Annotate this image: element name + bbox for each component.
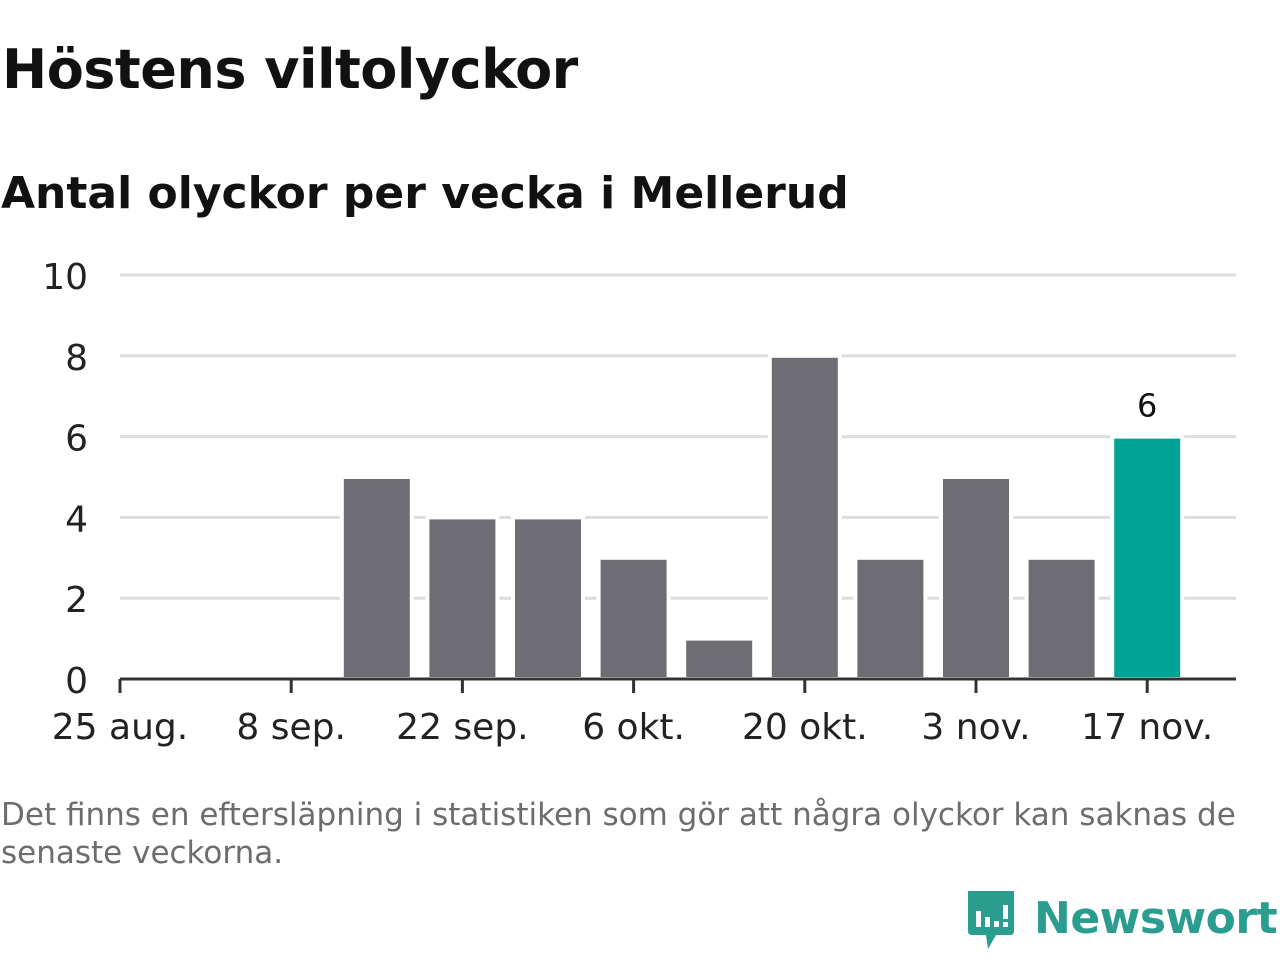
data-label: 6	[1137, 387, 1157, 425]
y-tick-label: 6	[65, 419, 88, 460]
chart-subtitle: Antal olyckor per vecka i Mellerud	[1, 168, 849, 219]
bars	[339, 353, 1185, 682]
chart-title: Höstens viltolyckor	[2, 38, 578, 101]
newsworthy-logo-icon	[968, 891, 1014, 949]
x-tick-label: 20 okt.	[742, 707, 868, 748]
bar-17-nov	[1110, 434, 1185, 681]
y-tick-label: 4	[65, 499, 88, 540]
newsworthy-logo: Newsworthy	[966, 886, 1280, 952]
y-tick-label: 0	[65, 661, 88, 702]
footnote: Det finns en eftersläpning i statistiken…	[1, 797, 1236, 871]
newsworthy-logo-text: Newsworthy	[1034, 893, 1280, 944]
bar-29-sep	[511, 515, 585, 682]
y-tick-label: 2	[65, 580, 88, 621]
bar-13-okt	[682, 636, 757, 681]
bar-27-okt	[853, 555, 928, 681]
x-axis: 25 aug. 8 sep. 22 sep. 6 okt. 20 okt. 3 nov. 1…	[52, 677, 1236, 748]
y-axis-ticks: 0 2 4 6 8 10	[42, 257, 88, 702]
y-tick-label: 10	[42, 257, 88, 298]
x-tick-label: 25 aug.	[52, 707, 188, 748]
x-tick-label: 22 sep.	[396, 707, 528, 748]
data-labels: 6	[1137, 387, 1157, 425]
x-tick-label: 6 okt.	[582, 707, 685, 748]
gridlines	[120, 273, 1236, 600]
y-tick-label: 8	[65, 338, 88, 379]
x-tick-label: 3 nov.	[921, 707, 1030, 748]
bar-22-sep	[425, 515, 500, 682]
bar-chart: 0 2 4 6 8 10 25 aug. 8 sep. 22 sep. 6 okt. 20 okt…	[42, 257, 1236, 748]
x-tick-label: 8 sep.	[236, 707, 346, 748]
bar-20-okt	[767, 353, 842, 681]
bar-6-okt	[596, 555, 671, 681]
bar-15-sep	[339, 475, 414, 681]
bar-3-nov	[939, 475, 1013, 681]
bar-10-nov	[1024, 555, 1099, 681]
x-tick-label: 17 nov.	[1081, 707, 1213, 748]
